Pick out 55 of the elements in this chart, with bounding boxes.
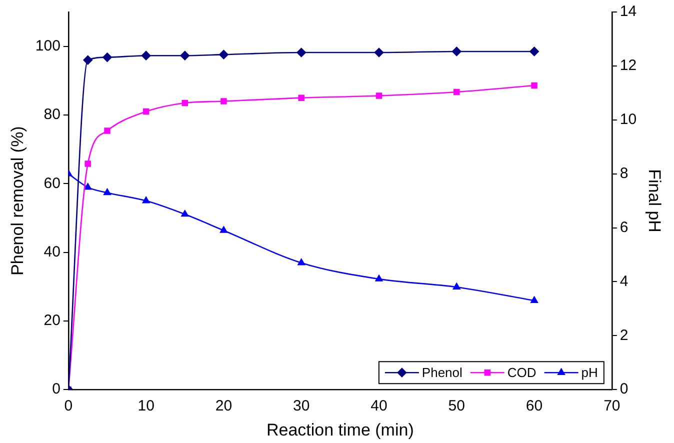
y2-tick-label: 6 — [620, 218, 628, 236]
x-tick-label: 0 — [64, 398, 73, 415]
legend-label: pH — [581, 365, 598, 380]
point — [452, 46, 462, 56]
y2-tick-label: 10 — [620, 111, 637, 128]
point — [376, 92, 382, 99]
y2-tick-label: 14 — [620, 3, 637, 20]
x-tick-label: 50 — [448, 398, 465, 415]
y-tick-label: 20 — [44, 312, 60, 330]
y-tick-label: 40 — [44, 243, 60, 260]
legend-label: COD — [507, 365, 536, 380]
y-tick-label: 80 — [44, 106, 60, 124]
point — [375, 274, 383, 282]
point — [84, 183, 92, 190]
point — [141, 50, 151, 60]
point — [530, 46, 539, 56]
y2-tick-label: 4 — [620, 272, 628, 290]
x-tick-label: 70 — [604, 398, 620, 415]
point — [142, 108, 150, 115]
point — [531, 82, 538, 89]
point — [219, 50, 228, 60]
y2-tick-label: 12 — [620, 57, 637, 74]
y2-tick-label: 2 — [620, 326, 628, 344]
x-axis-title: Reaction time (min) — [266, 420, 414, 440]
legend-label: Phenol — [422, 365, 463, 380]
y-tick-label: 100 — [35, 37, 60, 54]
point — [452, 282, 460, 290]
point — [142, 196, 150, 204]
y-tick-label: 0 — [52, 380, 60, 398]
point — [102, 52, 112, 62]
x-tick-label: 60 — [526, 398, 543, 415]
x-tick-label: 30 — [293, 398, 310, 415]
point — [104, 188, 111, 196]
y2-tick-label: 8 — [620, 164, 628, 182]
x-tick-label: 10 — [138, 398, 154, 415]
point — [83, 55, 92, 65]
y2-tick-label: 0 — [620, 380, 628, 398]
point — [374, 48, 384, 58]
point — [182, 100, 188, 106]
y-tick-label: 60 — [44, 174, 60, 192]
x-tick-label: 20 — [215, 398, 232, 415]
point — [104, 128, 110, 134]
point — [84, 160, 91, 167]
point — [220, 98, 227, 104]
point — [454, 88, 460, 96]
y2-axis-title: Final pH — [645, 169, 664, 232]
point — [296, 48, 306, 58]
y-axis-title: Phenol removal (%) — [8, 126, 27, 276]
point — [298, 258, 306, 266]
x-tick-label: 40 — [370, 398, 388, 415]
point — [220, 226, 228, 233]
point — [530, 296, 538, 303]
point — [298, 94, 304, 101]
point — [180, 50, 190, 60]
point — [181, 210, 189, 217]
